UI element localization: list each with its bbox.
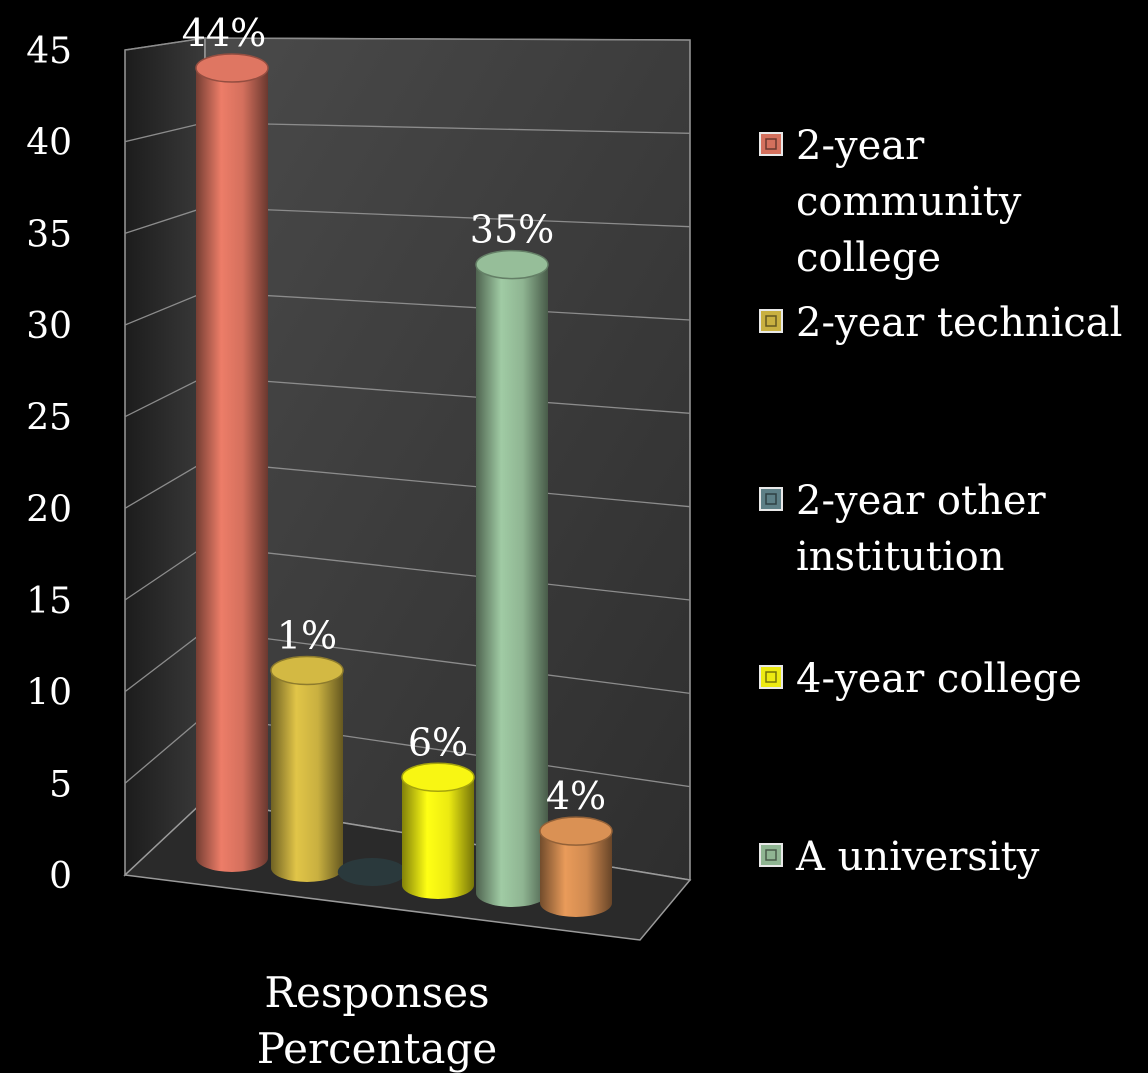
bar xyxy=(195,53,269,872)
data-label: 44% xyxy=(182,11,266,55)
y-tick-label: 30 xyxy=(26,306,72,347)
legend-label: 2-year other xyxy=(796,478,1047,524)
legend-swatch-inner xyxy=(765,315,777,327)
y-tick-label: 5 xyxy=(49,764,72,805)
bar-body xyxy=(271,670,343,882)
legend-item: 2-year community college xyxy=(759,123,1022,281)
y-tick-label: 35 xyxy=(26,214,72,255)
data-label: 1% xyxy=(277,614,337,658)
bar xyxy=(337,858,407,886)
legend-item: 2-year other institution xyxy=(759,478,1047,580)
bar-cap xyxy=(270,655,344,686)
data-label: 6% xyxy=(408,720,468,764)
legend-swatch-inner xyxy=(765,138,777,150)
y-tick-label: 10 xyxy=(26,673,72,714)
legend-swatch-inner xyxy=(765,493,777,505)
legend-swatch xyxy=(759,132,783,156)
x-axis-label: Responses xyxy=(264,968,489,1017)
legend-label: college xyxy=(796,235,941,281)
bar xyxy=(475,249,549,907)
bar-cap xyxy=(401,762,475,793)
legend-swatch-inner xyxy=(765,849,777,861)
bar-body xyxy=(402,777,474,899)
bar-body xyxy=(540,831,612,917)
y-tick-label: 0 xyxy=(49,856,72,897)
bar-cap xyxy=(475,249,549,280)
bar xyxy=(401,762,475,899)
legend-item: 4-year college xyxy=(759,656,1082,702)
legend-swatch xyxy=(759,309,783,333)
data-label: 4% xyxy=(546,774,606,818)
legend-swatch xyxy=(759,487,783,511)
legend-label: institution xyxy=(796,534,1005,580)
bar-body xyxy=(476,264,548,907)
bar-cap xyxy=(337,858,407,886)
legend-label: 2-year technical xyxy=(796,300,1122,346)
legend-label: 2-year xyxy=(796,123,925,169)
gridline xyxy=(124,37,691,51)
legend-label: 4-year college xyxy=(796,656,1082,702)
bar-body xyxy=(196,68,268,872)
bar xyxy=(270,655,344,882)
legend-item: A university xyxy=(759,834,1040,880)
legend-swatch xyxy=(759,665,783,689)
bar-cap xyxy=(539,816,613,846)
y-tick-label: 25 xyxy=(26,398,72,439)
legend-label: A university xyxy=(795,834,1040,880)
legend-item: 2-year technical xyxy=(759,300,1122,346)
y-tick-label: 40 xyxy=(26,123,72,164)
y-tick-label: 45 xyxy=(26,31,72,72)
legend-swatch xyxy=(759,843,783,867)
legend-swatch-inner xyxy=(765,671,777,683)
bar xyxy=(539,816,613,917)
x-axis-label: Percentage xyxy=(257,1024,497,1073)
data-label: 35% xyxy=(470,208,554,252)
y-tick-label: 20 xyxy=(26,489,72,530)
legend-label: community xyxy=(796,179,1022,225)
bar-cap xyxy=(195,53,269,83)
y-tick-label: 15 xyxy=(26,581,72,622)
